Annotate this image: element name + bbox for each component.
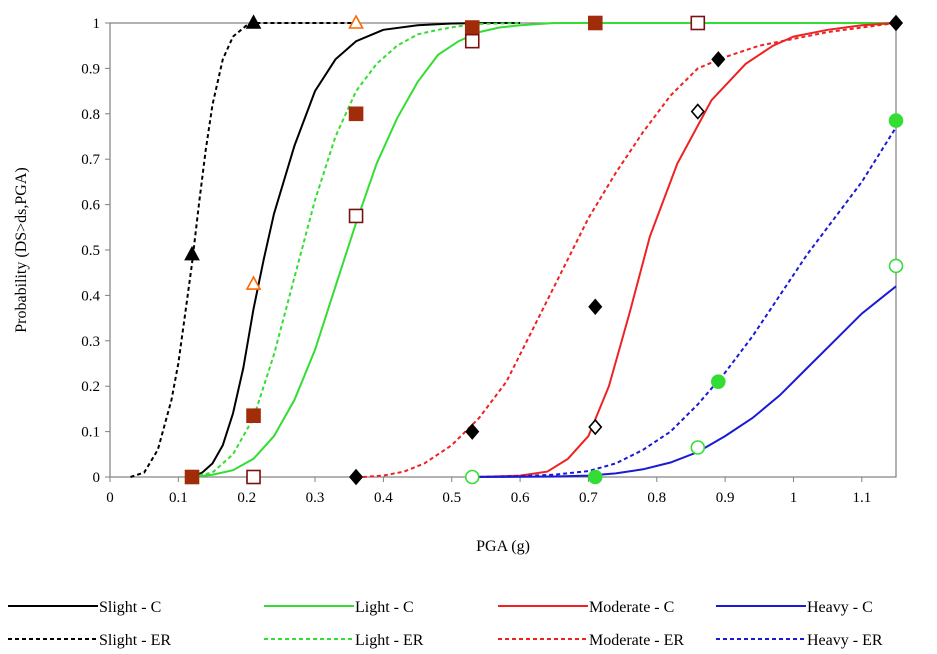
series-lines <box>130 22 897 478</box>
marker-square <box>464 33 480 49</box>
marker-diamond <box>690 103 705 120</box>
x-tick-label: 0.3 <box>306 490 325 506</box>
marker-diamond <box>888 14 904 32</box>
legend-label: Moderate - ER <box>589 632 684 649</box>
series-line-slight-c <box>191 22 521 478</box>
legend-label: Heavy - C <box>807 599 873 616</box>
marker-circle <box>710 374 726 389</box>
series-line-light-c <box>191 22 896 478</box>
y-tick-label: 0.4 <box>81 288 100 304</box>
y-axis: 0 0.1 0.2 0.3 0.4 0.5 0.6 0.7 0.8 0.9 1 <box>81 16 110 486</box>
plot-area <box>109 22 897 478</box>
marker-circle <box>464 469 480 485</box>
y-tick-label: 0.7 <box>81 152 100 168</box>
x-tick-label: 0 <box>106 490 114 506</box>
marker-square <box>246 408 261 424</box>
x-axis-title: PGA (g) <box>476 538 530 555</box>
legend: Slight - C Light - C Moderate - C Heavy - C… <box>8 599 883 649</box>
series-line-slight-er <box>130 22 357 478</box>
series-line-moderate-er <box>362 22 897 478</box>
series-line-heavy-er <box>472 126 897 478</box>
legend-label: Slight - C <box>99 599 161 616</box>
y-tick-label: 0.3 <box>81 334 100 350</box>
series-line-moderate-c <box>472 22 897 478</box>
marker-square <box>587 15 603 31</box>
marker-square <box>246 469 261 485</box>
x-tick-label: 0.4 <box>374 490 393 506</box>
marker-diamond <box>588 298 603 315</box>
y-tick-label: 0.6 <box>81 198 100 214</box>
x-tick-label: 0.6 <box>511 490 530 506</box>
legend-label: Light - C <box>355 599 414 616</box>
marker-diamond <box>465 423 480 440</box>
x-tick-label: 0.5 <box>442 490 461 506</box>
legend-label: Heavy - ER <box>807 632 883 649</box>
y-tick-label: 0.5 <box>81 243 100 259</box>
marker-square <box>348 106 364 122</box>
marker-triangle <box>245 275 262 290</box>
x-tick-label: 0.2 <box>237 490 256 506</box>
marker-circle <box>888 258 904 274</box>
data-markers <box>184 14 904 486</box>
marker-diamond <box>588 418 603 436</box>
y-tick-label: 0.2 <box>81 379 100 395</box>
y-tick-label: 1 <box>93 16 101 32</box>
legend-label: Slight - ER <box>99 632 171 649</box>
marker-square <box>464 20 480 35</box>
x-tick-label: 0.7 <box>579 490 598 506</box>
marker-triangle <box>184 245 200 261</box>
y-tick-label: 0.1 <box>81 425 100 441</box>
y-tick-label: 0.9 <box>81 61 100 77</box>
marker-circle <box>690 440 706 455</box>
marker-square <box>184 469 200 485</box>
marker-square <box>690 15 706 31</box>
y-axis-title: Probability (DS>ds,PGA) <box>13 167 30 332</box>
marker-diamond <box>711 51 726 68</box>
legend-label: Moderate - C <box>589 599 674 616</box>
marker-diamond <box>348 468 364 486</box>
x-tick-label: 0.9 <box>716 490 735 506</box>
marker-circle <box>888 113 904 128</box>
legend-label: Light - ER <box>355 632 424 649</box>
y-tick-label: 0.8 <box>81 107 100 123</box>
marker-square <box>348 208 364 224</box>
series-line-light-er <box>191 22 521 478</box>
x-tick-label: 1.1 <box>852 490 871 506</box>
marker-triangle <box>245 14 262 29</box>
x-tick-label: 1 <box>790 490 798 506</box>
marker-triangle <box>348 14 364 29</box>
marker-circle <box>587 469 603 485</box>
y-tick-label: 0 <box>93 470 101 486</box>
x-tick-label: 0.1 <box>169 490 188 506</box>
x-tick-label: 0.8 <box>647 490 666 506</box>
x-axis: 0 0.1 0.2 0.3 0.4 0.5 0.6 0.7 0.8 0.9 1 1.1 <box>106 477 871 506</box>
